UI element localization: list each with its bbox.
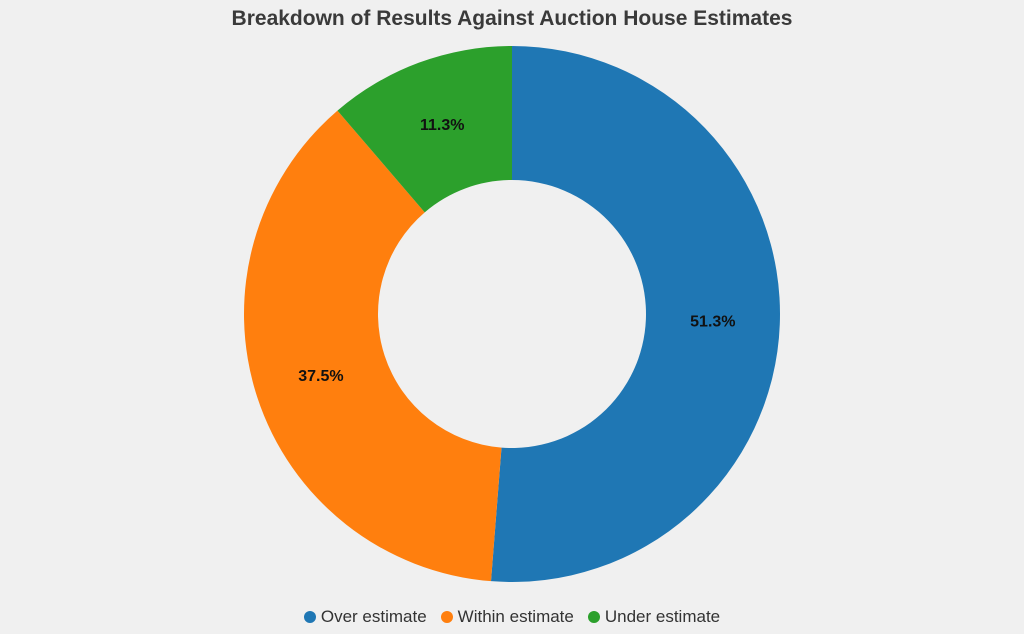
legend-swatch-under <box>587 611 600 623</box>
label-over-estimate: 51.3% <box>690 313 735 330</box>
slice-over-estimate[interactable] <box>490 45 781 582</box>
slices-group <box>243 45 781 582</box>
legend-label-within: Within estimate <box>457 607 574 626</box>
label-under-estimate: 11.3% <box>420 117 464 134</box>
chart-title: Breakdown of Results Against Auction Hou… <box>231 7 793 30</box>
slice-labels-group: 51.3% 37.5% 11.3% <box>298 117 735 385</box>
legend-label-under: Under estimate <box>604 607 721 626</box>
legend-swatch-within <box>440 611 453 623</box>
slice-within-estimate[interactable] <box>243 110 502 582</box>
legend-label-over: Over estimate <box>320 607 427 626</box>
label-within-estimate: 37.5% <box>298 368 343 385</box>
legend-item-under[interactable]: Under estimate <box>587 607 721 627</box>
legend: Over estimate Within estimate Under esti… <box>0 607 1024 627</box>
legend-item-within[interactable]: Within estimate <box>440 607 574 627</box>
legend-swatch-over <box>303 611 316 623</box>
slice-under-estimate[interactable] <box>337 46 512 213</box>
legend-item-over[interactable]: Over estimate <box>303 607 427 627</box>
